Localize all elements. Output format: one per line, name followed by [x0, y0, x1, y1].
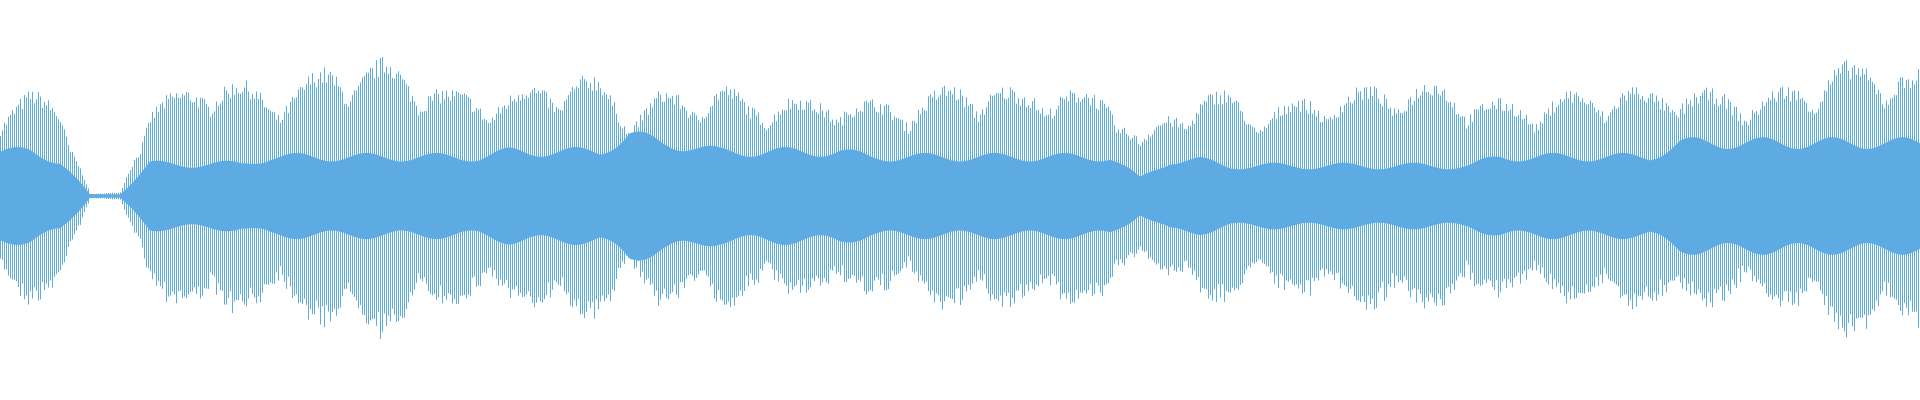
waveform-rms-area [0, 131, 1920, 261]
